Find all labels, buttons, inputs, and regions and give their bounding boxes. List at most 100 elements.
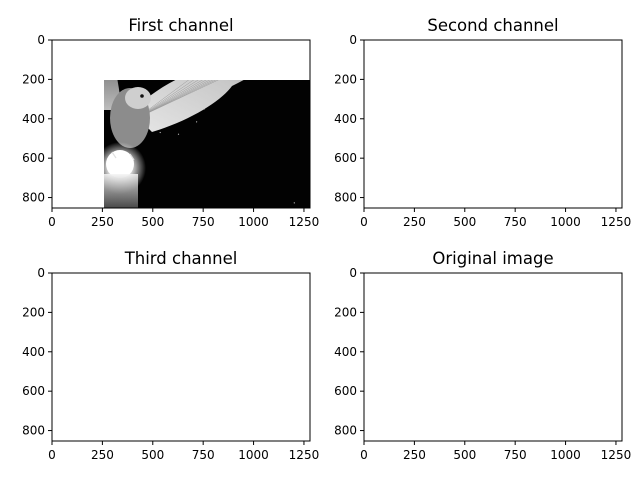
wing-feather-line <box>145 293 242 347</box>
owl-back-wing <box>87 277 122 343</box>
wing-feather-line <box>148 80 217 113</box>
star-dot <box>516 108 517 109</box>
star-dot <box>221 285 222 286</box>
wing-feather-line <box>144 80 207 115</box>
panel-title: Second channel <box>427 16 558 35</box>
x-tick-label: 1000 <box>238 215 269 229</box>
star-dot <box>478 125 479 126</box>
y-tick-label: 0 <box>37 33 45 47</box>
x-tick-label: 0 <box>48 215 56 229</box>
owl-front-wing <box>132 281 292 365</box>
stone-pillar <box>416 174 450 208</box>
x-tick-label: 750 <box>504 215 527 229</box>
star-dot <box>204 341 205 342</box>
panel-third: Third channel 0 250 500 750 1000 1250 0 200 400 60… <box>22 249 319 462</box>
x-tick-label: 0 <box>48 448 56 462</box>
orb-core <box>418 150 446 178</box>
wing-feather-line <box>147 80 214 114</box>
wing-feather-line <box>139 80 189 117</box>
star-dot <box>384 420 385 421</box>
star-dot <box>537 66 538 67</box>
star-dot <box>225 320 226 321</box>
star-dot <box>407 438 408 439</box>
star-dot <box>225 66 226 67</box>
owl-talons <box>111 151 135 161</box>
panel-title: First channel <box>128 16 233 35</box>
star-dot <box>490 367 491 368</box>
wing-feather-line <box>456 296 544 348</box>
wing-feather-line <box>149 80 219 113</box>
image-background <box>364 40 622 208</box>
star-dot <box>478 79 479 80</box>
stone-pillar <box>104 174 138 208</box>
y-tick-label: 600 <box>22 384 45 398</box>
star-dot <box>437 171 438 172</box>
owl-back-wing <box>399 44 434 110</box>
wing-feather-line <box>460 55 575 113</box>
y-tick-label: 800 <box>22 191 45 205</box>
owl-body <box>422 88 462 148</box>
star-dot <box>225 299 226 300</box>
owl-eye <box>140 327 144 331</box>
star-dot <box>196 354 197 355</box>
stone-pillar <box>104 407 138 441</box>
y-tick-label: 200 <box>22 72 45 86</box>
image-background <box>104 80 310 208</box>
stone-pillar <box>416 407 450 441</box>
star-dot <box>610 71 611 72</box>
axes-frame <box>363 272 623 442</box>
wing-feather-line <box>461 53 584 113</box>
owl-image <box>83 66 310 208</box>
wing-feather-line <box>462 50 594 112</box>
x-tick-label: 500 <box>453 215 476 229</box>
wing-feather-line <box>453 301 524 349</box>
y-tick-label: 200 <box>22 305 45 319</box>
star-dot <box>472 365 473 366</box>
star-dot <box>407 205 408 206</box>
star-dot <box>125 404 126 405</box>
star-dot <box>83 114 84 115</box>
x-tick-label: 500 <box>141 215 164 229</box>
wing-feather-line <box>453 68 524 116</box>
star-dot <box>166 358 167 359</box>
owl-eye <box>452 327 456 331</box>
star-dot <box>395 347 396 348</box>
star-dot <box>537 299 538 300</box>
star-dot <box>393 80 394 81</box>
x-tick-label: 250 <box>91 215 114 229</box>
wing-feather-line <box>462 283 594 345</box>
x-tick-label: 1250 <box>601 448 632 462</box>
star-dot <box>95 205 96 206</box>
star-dot <box>294 435 295 436</box>
star-dot <box>533 52 534 53</box>
star-dot <box>409 48 410 49</box>
wing-feather-line <box>461 286 584 346</box>
x-tick-label: 750 <box>192 215 215 229</box>
star-dot <box>606 202 607 203</box>
wing-feather-line <box>143 80 203 115</box>
x-tick-label: 0 <box>360 448 368 462</box>
star-dot <box>83 347 84 348</box>
wing-feather-line <box>148 288 263 346</box>
star-dot <box>298 71 299 72</box>
star-dot <box>159 131 161 134</box>
wing-feather-line <box>143 298 223 348</box>
wing-feather-line <box>146 291 252 347</box>
x-tick-label: 1000 <box>550 215 581 229</box>
owl-talons <box>112 385 134 393</box>
star-dot <box>178 367 179 368</box>
wing-feather-line <box>146 80 211 114</box>
star-dot <box>537 320 538 321</box>
star-dot <box>508 354 509 355</box>
wing-feather-line <box>149 286 272 346</box>
star-dot <box>72 420 73 421</box>
orb-core <box>106 383 134 411</box>
star-dot <box>508 121 509 122</box>
panel-first: First channel 0 250 500 750 1000 1250 0 200 400 60… <box>22 16 319 229</box>
x-tick-label: 750 <box>192 448 215 462</box>
orb-core <box>106 150 134 178</box>
panel-original: Original image 0 250 500 750 1000 1250 0 200 400 6… <box>334 249 631 462</box>
x-tick-label: 500 <box>453 448 476 462</box>
owl-image <box>52 273 310 441</box>
